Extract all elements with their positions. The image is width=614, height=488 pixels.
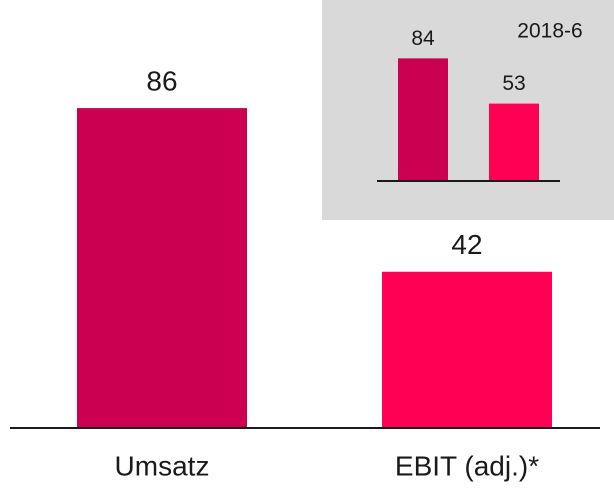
inset-chart: 2018-6 84 53 bbox=[322, 0, 614, 220]
inset-background bbox=[322, 0, 614, 220]
x-tick-label: Umsatz bbox=[115, 450, 210, 481]
main-chart: 86 Umsatz 42 EBIT (adj.)* bbox=[10, 65, 600, 481]
bar bbox=[489, 103, 539, 181]
bar bbox=[77, 108, 247, 428]
value-label: 53 bbox=[502, 72, 525, 95]
value-label: 84 bbox=[411, 27, 435, 50]
bar bbox=[398, 58, 448, 181]
value-label: 86 bbox=[146, 65, 177, 96]
x-tick-label: EBIT (adj.)* bbox=[395, 450, 539, 481]
chart-title: 2018-6 bbox=[517, 20, 582, 43]
value-label: 42 bbox=[451, 229, 482, 260]
bar bbox=[382, 271, 552, 428]
